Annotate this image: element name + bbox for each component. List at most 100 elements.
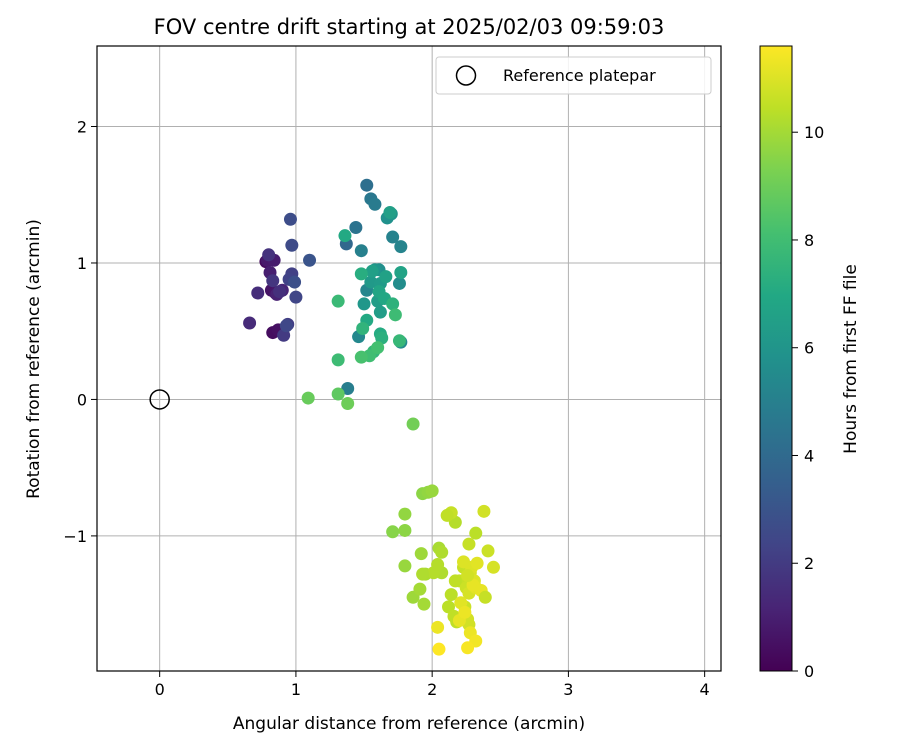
data-point	[354, 244, 368, 258]
colorbar-ticks: 0 2 4 6 8 10	[792, 123, 824, 681]
data-point	[461, 568, 475, 582]
colorbar-tick-label: 10	[804, 123, 824, 142]
data-point	[413, 582, 427, 596]
data-points	[243, 178, 500, 656]
data-point	[432, 642, 446, 656]
colorbar-tick-label: 8	[804, 231, 814, 250]
data-point	[386, 230, 400, 244]
data-point	[262, 248, 276, 262]
data-point	[285, 238, 299, 252]
data-point	[243, 316, 257, 330]
colorbar-gradient	[759, 45, 793, 672]
reference-platepar-marker	[149, 389, 170, 410]
data-point	[394, 266, 408, 280]
data-point	[440, 508, 454, 522]
data-point	[379, 270, 393, 284]
data-point	[444, 588, 458, 602]
data-point	[354, 350, 368, 364]
data-point	[386, 525, 400, 539]
data-point	[356, 321, 370, 335]
x-tick-label: 4	[700, 680, 710, 699]
data-point	[448, 574, 462, 588]
data-point	[414, 547, 428, 561]
data-point	[266, 274, 280, 288]
data-point	[470, 556, 484, 570]
data-point	[341, 397, 355, 411]
data-point	[477, 504, 491, 518]
y-tick-label: 1	[77, 254, 87, 273]
data-point	[364, 275, 378, 289]
data-point	[458, 605, 472, 619]
data-point	[398, 523, 412, 537]
data-point	[469, 526, 483, 540]
data-point	[331, 387, 345, 401]
data-point	[273, 285, 287, 299]
x-tick-label: 1	[291, 680, 301, 699]
colorbar: 0 2 4 6 8 10 Hours from first FF file	[759, 45, 861, 681]
data-point	[301, 391, 315, 405]
data-point	[431, 620, 445, 634]
data-point	[486, 560, 500, 574]
data-point	[371, 341, 385, 355]
data-point	[368, 197, 382, 211]
colorbar-tick-label: 0	[804, 662, 814, 681]
data-point	[383, 205, 397, 219]
data-point	[354, 267, 368, 281]
data-point	[289, 290, 303, 304]
chart-title: FOV centre drift starting at 2025/02/03 …	[154, 15, 665, 39]
y-tick-label: 0	[77, 390, 87, 409]
y-axis-label: Rotation from reference (arcmin)	[24, 219, 44, 499]
data-point	[394, 240, 408, 254]
data-point	[279, 319, 293, 333]
data-point	[417, 597, 431, 611]
x-axis-label: Angular distance from reference (arcmin)	[233, 714, 585, 734]
data-point	[478, 590, 492, 604]
legend-reference-label: Reference platepar	[503, 66, 656, 85]
data-point	[303, 253, 317, 267]
legend: Reference platepar	[435, 56, 712, 95]
data-point	[425, 484, 439, 498]
data-point	[435, 545, 449, 559]
data-point	[392, 334, 406, 348]
data-point	[386, 297, 400, 311]
data-point	[331, 294, 345, 308]
axis-ticks: 0 1 2 3 4 −1 0 1 2	[63, 118, 709, 699]
colorbar-tick-label: 4	[804, 446, 814, 465]
data-point	[388, 308, 402, 322]
data-point	[456, 555, 470, 569]
data-point	[288, 275, 302, 289]
data-point	[373, 305, 387, 319]
data-point	[360, 178, 374, 192]
data-point	[392, 276, 406, 290]
x-tick-label: 3	[563, 680, 573, 699]
grid-lines	[97, 46, 721, 671]
data-point	[251, 286, 265, 300]
y-tick-label: 2	[77, 118, 87, 137]
y-tick-label: −1	[63, 527, 87, 546]
data-point	[283, 212, 297, 226]
data-point	[341, 382, 355, 396]
data-point	[331, 353, 345, 367]
data-point	[431, 558, 445, 572]
colorbar-tick-label: 2	[804, 554, 814, 573]
colorbar-label: Hours from first FF file	[841, 264, 861, 454]
x-tick-label: 0	[155, 680, 165, 699]
legend-reference-marker	[455, 65, 477, 86]
data-point	[406, 417, 420, 431]
colorbar-tick-label: 6	[804, 339, 814, 358]
plot-frame	[96, 45, 722, 672]
data-point	[398, 559, 412, 573]
data-point	[338, 229, 352, 243]
data-point	[462, 537, 476, 551]
x-tick-label: 2	[427, 680, 437, 699]
data-point	[461, 641, 475, 655]
data-point	[349, 220, 363, 234]
data-point	[481, 544, 495, 558]
legend-box	[435, 56, 712, 95]
data-point	[442, 600, 456, 614]
data-point	[357, 297, 371, 311]
data-point	[398, 507, 412, 521]
data-point	[416, 567, 430, 581]
